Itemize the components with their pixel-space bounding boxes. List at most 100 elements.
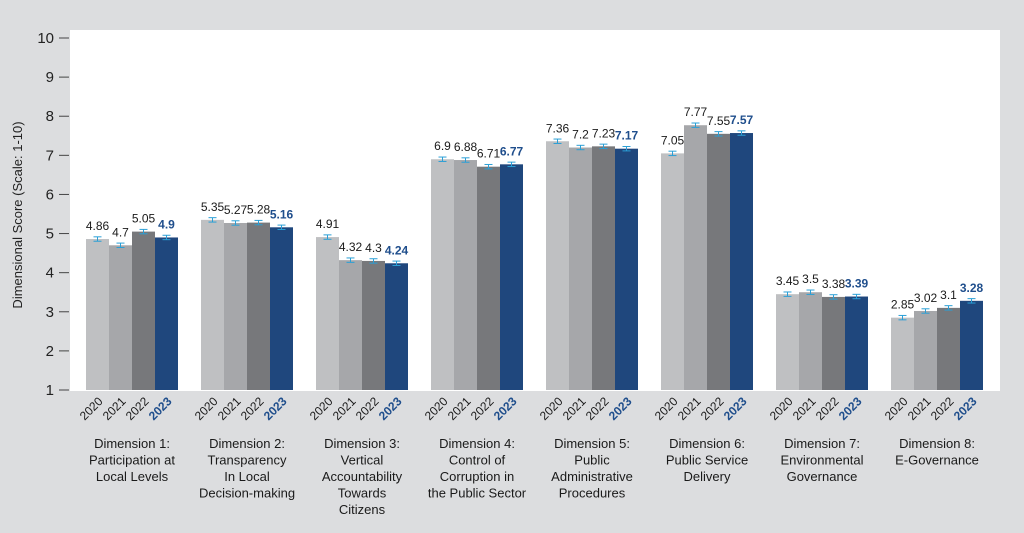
bar: [132, 231, 155, 390]
bar: [822, 296, 845, 390]
data-label: 5.28: [247, 203, 271, 217]
x-tick-label: 2022: [928, 394, 957, 423]
data-label: 6.9: [434, 139, 451, 153]
data-label: 6.77: [500, 144, 524, 158]
x-tick-label: 2021: [215, 394, 244, 423]
bar: [707, 133, 730, 391]
category-label-line: Governance: [787, 469, 858, 484]
category-label-line: Public: [574, 453, 610, 468]
category-label-line: Vertical: [341, 453, 384, 468]
bar: [362, 260, 385, 390]
y-tick-label: 5: [46, 226, 54, 243]
x-tick-label: 2021: [330, 394, 359, 423]
x-tick-label: 2023: [606, 394, 635, 423]
category-label-line: the Public Sector: [428, 486, 527, 501]
bar: [569, 147, 592, 390]
x-tick-label: 2020: [652, 394, 681, 423]
category-label-line: E-Governance: [895, 453, 979, 468]
bar-group: 4.91 4.32 4.3 4.24: [316, 217, 409, 390]
x-tick-label: 2023: [491, 394, 520, 423]
category-label-line: Dimension 6:: [669, 436, 745, 451]
y-axis: 1 2 3 4 5 6 7 8 9 10: [37, 30, 69, 399]
bar: [661, 153, 684, 390]
category-label: Dimension 8: E-Governance: [895, 436, 979, 468]
data-label: 3.38: [822, 277, 846, 291]
bar: [615, 148, 638, 390]
x-tick-label: 2023: [261, 394, 290, 423]
data-label: 3.28: [960, 281, 984, 295]
data-label: 5.35: [201, 200, 225, 214]
category-label-line: Administrative: [551, 469, 633, 484]
data-label: 7.23: [592, 126, 616, 140]
data-label: 3.5: [802, 272, 819, 286]
bar: [247, 222, 270, 390]
category-label-line: In Local: [224, 469, 270, 484]
data-label: 3.02: [914, 291, 938, 305]
data-label: 3.45: [776, 274, 800, 288]
category-label-line: Decision-making: [199, 486, 295, 501]
x-tick-label: 2022: [123, 394, 152, 423]
data-label: 4.3: [365, 241, 382, 255]
bar: [960, 300, 983, 390]
y-tick-label: 9: [46, 69, 54, 86]
data-label: 6.71: [477, 147, 501, 161]
bar: [385, 263, 408, 390]
bar: [316, 237, 339, 390]
category-label-line: Dimension 5:: [554, 436, 630, 451]
x-tick-label: 2022: [238, 394, 267, 423]
category-label-line: Local Levels: [96, 469, 169, 484]
category-label: Dimension 7: Environmental Governance: [780, 436, 863, 484]
category-label-line: Environmental: [780, 453, 863, 468]
x-tick-label: 2023: [376, 394, 405, 423]
bar: [845, 296, 868, 390]
bar: [592, 146, 615, 390]
x-tick-label: 2020: [767, 394, 796, 423]
data-label: 7.55: [707, 114, 731, 128]
x-tick-label: 2020: [192, 394, 221, 423]
data-label: 4.7: [112, 225, 129, 239]
bar: [270, 227, 293, 390]
data-label: 5.27: [224, 203, 248, 217]
x-tick-label: 2023: [146, 394, 175, 423]
x-tick-label: 2021: [675, 394, 704, 423]
data-label: 6.88: [454, 140, 478, 154]
bar: [799, 292, 822, 390]
bar: [500, 164, 523, 390]
category-label-line: Dimension 3:: [324, 436, 400, 451]
x-tick-label: 2021: [905, 394, 934, 423]
bar-group: 5.35 5.27 5.28 5.16: [201, 200, 294, 390]
y-tick-label: 4: [46, 265, 54, 282]
x-tick-label: 2022: [583, 394, 612, 423]
category-label-line: Dimension 8:: [899, 436, 975, 451]
y-tick-label: 7: [46, 147, 54, 164]
bars: 4.86 4.75.05 4.95.35 5.27 5.28 5.164.914.32 4.…: [86, 105, 984, 391]
bar: [914, 310, 937, 390]
y-tick-label: 2: [46, 343, 54, 360]
y-tick-label: 3: [46, 304, 54, 321]
y-tick-label: 6: [46, 186, 54, 203]
bar-group: 7.05 7.777.55 7.57: [661, 105, 754, 391]
category-label-line: Dimension 2:: [209, 436, 285, 451]
bar: [776, 294, 799, 390]
bar: [109, 245, 132, 390]
x-tick-label: 2020: [307, 394, 336, 423]
x-tick-label: 2022: [698, 394, 727, 423]
bar-group: 7.36 7.2 7.23 7.17: [546, 121, 639, 390]
category-label: Dimension 6: Public Service Delivery: [666, 436, 748, 484]
data-label: 5.05: [132, 212, 156, 226]
x-tick-label: 2020: [882, 394, 911, 423]
data-label: 7.57: [730, 113, 754, 127]
data-label: 7.77: [684, 105, 708, 119]
data-label: 7.2: [572, 128, 589, 142]
bar: [224, 222, 247, 390]
bar: [937, 307, 960, 390]
bar: [339, 260, 362, 390]
bar: [86, 239, 109, 390]
category-label-line: Citizens: [339, 502, 386, 517]
x-tick-label: 2021: [445, 394, 474, 423]
data-label: 3.39: [845, 277, 869, 291]
category-label: Dimension 2: Transparency In Local Decision…: [199, 436, 295, 501]
category-label-line: Control of: [449, 453, 506, 468]
